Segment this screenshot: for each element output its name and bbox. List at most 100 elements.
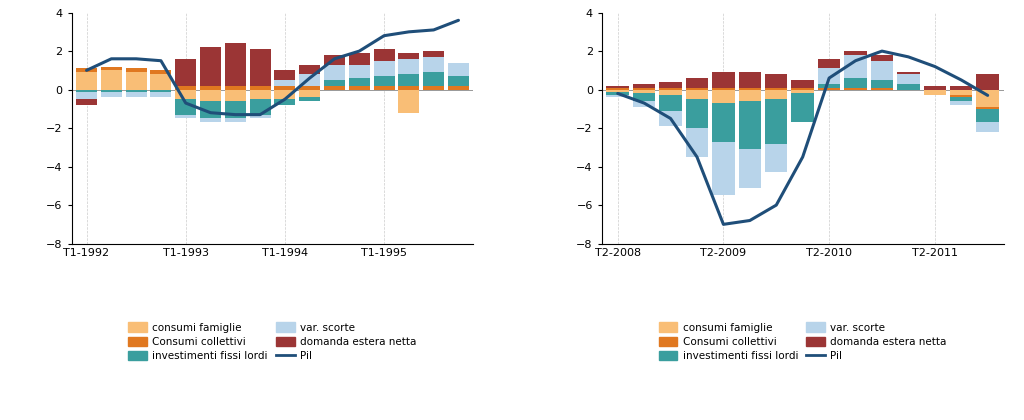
Bar xyxy=(250,49,270,86)
Bar xyxy=(374,61,394,76)
Bar xyxy=(606,88,629,89)
Bar xyxy=(175,86,197,89)
Bar xyxy=(225,43,246,86)
Bar xyxy=(423,51,444,57)
Bar xyxy=(712,89,734,103)
Bar xyxy=(977,109,998,122)
Bar xyxy=(792,80,814,88)
Bar xyxy=(686,89,709,99)
Bar xyxy=(250,89,270,99)
Bar xyxy=(447,86,469,89)
Bar xyxy=(374,86,394,89)
Bar xyxy=(659,89,682,95)
Bar xyxy=(845,88,866,89)
Bar xyxy=(792,94,814,122)
Bar xyxy=(818,84,841,88)
Bar xyxy=(712,103,734,142)
Bar xyxy=(423,72,444,86)
Bar xyxy=(897,72,920,74)
Bar xyxy=(225,101,246,118)
Bar xyxy=(633,101,655,107)
Bar xyxy=(633,84,655,88)
Bar xyxy=(76,68,97,72)
Bar xyxy=(126,72,146,89)
Bar xyxy=(200,118,221,122)
Bar xyxy=(633,94,655,101)
Bar xyxy=(151,70,171,74)
Bar xyxy=(633,89,655,94)
Bar xyxy=(398,86,420,89)
Bar xyxy=(924,89,946,95)
Bar xyxy=(76,92,97,99)
Bar xyxy=(274,70,296,80)
Bar xyxy=(897,74,920,84)
Bar xyxy=(126,92,146,97)
Bar xyxy=(100,70,122,89)
Bar xyxy=(398,59,420,74)
Bar xyxy=(299,74,321,86)
Bar xyxy=(606,95,629,97)
Bar xyxy=(374,49,394,61)
Bar xyxy=(100,89,122,92)
Bar xyxy=(299,65,321,74)
Bar xyxy=(274,99,296,105)
Bar xyxy=(606,92,629,95)
Bar xyxy=(76,99,97,105)
Bar xyxy=(950,97,973,101)
Bar xyxy=(686,88,709,89)
Bar xyxy=(299,86,321,89)
Bar xyxy=(447,76,469,86)
Bar xyxy=(126,68,146,72)
Bar xyxy=(818,88,841,89)
Bar xyxy=(845,51,866,55)
Bar xyxy=(447,63,469,76)
Bar xyxy=(324,86,345,89)
Bar xyxy=(299,97,321,101)
Bar xyxy=(686,78,709,88)
Bar xyxy=(686,99,709,128)
Bar xyxy=(712,142,734,195)
Bar xyxy=(818,68,841,84)
Bar xyxy=(398,53,420,59)
Bar xyxy=(977,89,998,107)
Bar xyxy=(250,115,270,118)
Bar xyxy=(792,89,814,94)
Bar xyxy=(175,99,197,115)
Bar xyxy=(606,89,629,92)
Bar xyxy=(225,89,246,101)
Bar xyxy=(712,72,734,88)
Bar xyxy=(765,99,787,144)
Bar xyxy=(659,95,682,111)
Bar xyxy=(225,86,246,89)
Bar xyxy=(324,65,345,80)
Bar xyxy=(349,65,370,78)
Bar xyxy=(374,76,394,86)
Bar xyxy=(324,55,345,65)
Bar xyxy=(349,53,370,65)
Bar xyxy=(76,72,97,89)
Bar xyxy=(738,72,761,88)
Bar xyxy=(870,55,893,61)
Bar xyxy=(950,86,973,89)
Bar xyxy=(870,80,893,88)
Bar xyxy=(250,99,270,115)
Bar xyxy=(100,92,122,97)
Bar xyxy=(738,149,761,188)
Bar xyxy=(818,59,841,68)
Bar xyxy=(765,74,787,88)
Bar xyxy=(423,86,444,89)
Bar xyxy=(659,82,682,88)
Bar xyxy=(950,95,973,97)
Bar xyxy=(250,86,270,89)
Bar xyxy=(659,88,682,89)
Bar xyxy=(845,55,866,78)
Bar xyxy=(349,78,370,86)
Bar xyxy=(274,86,296,89)
Bar xyxy=(977,74,998,89)
Bar xyxy=(200,101,221,118)
Bar xyxy=(151,92,171,97)
Bar xyxy=(175,59,197,86)
Bar xyxy=(870,61,893,80)
Bar xyxy=(765,88,787,89)
Bar xyxy=(126,89,146,92)
